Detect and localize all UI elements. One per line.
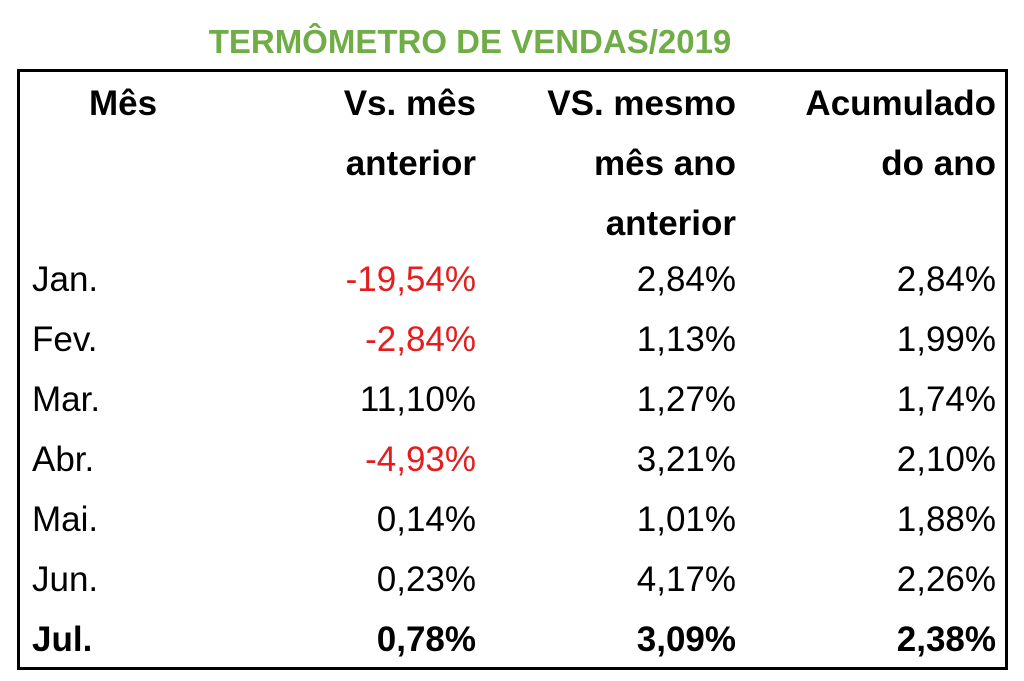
cell-vs-previous-month: 11,10%	[359, 380, 476, 419]
cell-vs-previous-month: 0,78%	[376, 620, 476, 659]
header-year-to-date-line-2: do ano	[881, 144, 996, 183]
cell-vs-previous-month: -19,54%	[345, 260, 476, 299]
cell-vs-same-month-last-year: 4,17%	[636, 560, 736, 599]
cell-month: Fev.	[32, 320, 98, 359]
header-vs-same-month-last-year-line-1: VS. mesmo	[547, 84, 736, 123]
cell-year-to-date: 2,26%	[896, 560, 996, 599]
header-vs-same-month-last-year-line-3: anterior	[605, 204, 736, 243]
header-year-to-date-line-1: Acumulado	[805, 84, 996, 123]
cell-vs-previous-month: -4,93%	[365, 440, 476, 479]
cell-month: Mar.	[32, 380, 101, 419]
cell-vs-same-month-last-year: 2,84%	[636, 260, 736, 299]
cell-month: Mai.	[32, 500, 99, 539]
header-month: Mês	[89, 74, 157, 134]
cell-month: Abr.	[32, 440, 95, 479]
cell-year-to-date: 2,38%	[896, 620, 996, 659]
header-vs-previous-month: Vs. mês anterior	[344, 74, 476, 194]
cell-month: Jun.	[32, 560, 99, 599]
table-frame	[17, 69, 1008, 670]
cell-year-to-date: 2,84%	[896, 260, 996, 299]
cell-vs-same-month-last-year: 1,01%	[636, 500, 736, 539]
header-month-line-1: Mês	[89, 84, 158, 123]
cell-vs-same-month-last-year: 1,27%	[636, 380, 736, 419]
cell-year-to-date: 1,74%	[896, 380, 996, 419]
header-vs-previous-month-line-1: Vs. mês	[343, 84, 476, 123]
cell-year-to-date: 1,88%	[896, 500, 996, 539]
cell-vs-previous-month: 0,23%	[376, 560, 476, 599]
cell-vs-same-month-last-year: 1,13%	[636, 320, 736, 359]
cell-vs-previous-month: -2,84%	[365, 320, 476, 359]
cell-month: Jan.	[32, 260, 99, 299]
cell-year-to-date: 1,99%	[896, 320, 996, 359]
header-vs-same-month-last-year-line-2: mês ano	[594, 144, 736, 183]
cell-vs-previous-month: 0,14%	[376, 500, 476, 539]
header-vs-same-month-last-year: VS. mesmo mês ano anterior	[547, 74, 736, 254]
cell-vs-same-month-last-year: 3,09%	[636, 620, 736, 659]
cell-month: Jul.	[32, 620, 93, 659]
header-vs-previous-month-line-2: anterior	[345, 144, 476, 183]
header-year-to-date: Acumulado do ano	[805, 74, 996, 194]
table-title: TERMÔMETRO DE VENDAS/2019	[208, 23, 732, 60]
cell-vs-same-month-last-year: 3,21%	[636, 440, 736, 479]
cell-year-to-date: 2,10%	[896, 440, 996, 479]
